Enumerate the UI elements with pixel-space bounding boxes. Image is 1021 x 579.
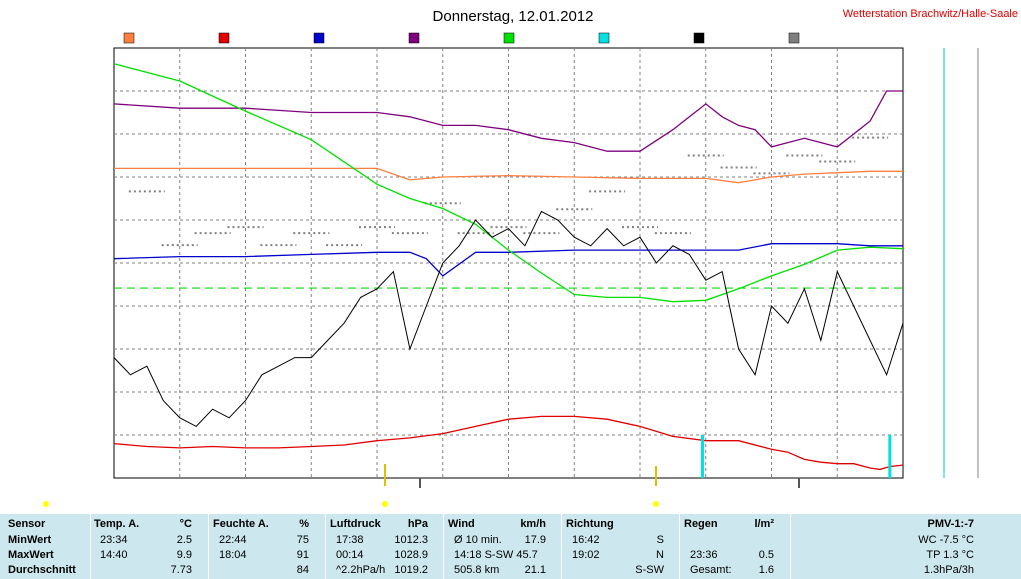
series-layer <box>113 63 904 478</box>
station-name: Wetterstation Brachwitz/Halle-Saale <box>843 8 1018 20</box>
direction-time: 16:42 <box>572 534 600 546</box>
temp-value: 2.5 <box>176 534 192 546</box>
grid <box>113 47 904 479</box>
column-unit: km/h <box>520 518 546 530</box>
row-label: Durchschnitt <box>8 564 76 576</box>
sun-icon <box>382 501 388 507</box>
pressure-time: 00:14 <box>336 549 364 561</box>
column-header: Sensor <box>8 518 46 530</box>
temp-time: 14:40 <box>100 549 128 561</box>
pressure-time: ^2.2hPa/h <box>336 564 386 576</box>
legend-swatch-feuchte_i <box>313 32 325 44</box>
temp-value: 7.73 <box>170 564 192 576</box>
stats-table: Sensor Temp. A. °C Feuchte A.% Luftdruck hPa W… <box>0 514 1021 579</box>
pmv-value: WC -7.5 °C <box>918 534 974 546</box>
column-header: Temp. A. <box>94 518 140 530</box>
sun-icon <box>653 501 659 507</box>
series-line-feuchte_i <box>113 243 903 277</box>
series-line-wind <box>113 210 904 428</box>
series-line-feuchte_a <box>113 90 903 152</box>
wind-value: 21.1 <box>524 564 546 576</box>
legend <box>123 32 800 44</box>
column-unit: hPa <box>407 518 428 530</box>
column-separator <box>90 514 91 579</box>
column-header: Wind <box>448 518 475 530</box>
humidity-value: 75 <box>296 534 309 546</box>
series-line-temp_i <box>114 167 903 184</box>
rain-value: 0.5 <box>758 549 774 561</box>
wind-info: 14:18 S-SW 45.7 <box>454 549 538 561</box>
wind-info: Ø 10 min. <box>454 534 502 546</box>
temp-time: 23:34 <box>100 534 128 546</box>
column-unit: l/m² <box>754 518 774 530</box>
column-header: PMV-1:-7 <box>927 518 974 530</box>
legend-swatch-richtung <box>788 32 800 44</box>
axes-layer <box>43 48 979 507</box>
legend-swatch-luftdruck <box>503 32 515 44</box>
column-separator <box>443 514 444 579</box>
humidity-time: 22:44 <box>219 534 247 546</box>
wind-value: 17.9 <box>524 534 546 546</box>
direction-time: 19:02 <box>572 549 600 561</box>
column-unit: % <box>299 518 309 530</box>
pressure-time: 17:38 <box>336 534 364 546</box>
sun-icon <box>43 501 49 507</box>
column-header: Luftdruck <box>330 518 381 530</box>
legend-swatch-feuchte_a <box>408 32 420 44</box>
series-line-temp_a <box>113 415 904 471</box>
rain-bar <box>700 435 704 478</box>
plot-area <box>113 47 904 479</box>
temp-value: 9.9 <box>176 549 192 561</box>
rain-time: Gesamt: <box>690 564 732 576</box>
pmv-value: TP 1.3 °C <box>926 549 974 561</box>
column-separator <box>325 514 326 579</box>
column-unit: °C <box>179 518 192 530</box>
humidity-value: 91 <box>296 549 309 561</box>
row-label: MinWert <box>8 534 52 546</box>
direction-value: N <box>656 549 664 561</box>
column-separator <box>679 514 680 579</box>
direction-value: S-SW <box>635 564 664 576</box>
legend-swatch-regen <box>598 32 610 44</box>
column-separator <box>208 514 209 579</box>
pressure-value: 1019.2 <box>394 564 428 576</box>
legend-swatch-temp_i <box>123 32 135 44</box>
chart-title: Donnerstag, 12.01.2012 <box>433 8 594 25</box>
column-header: Feuchte A. <box>213 518 269 530</box>
rain-value: 1.6 <box>758 564 774 576</box>
pressure-value: 1028.9 <box>394 549 428 561</box>
direction-value: S <box>656 534 664 546</box>
column-header: Richtung <box>566 518 614 530</box>
column-header: Regen <box>684 518 718 530</box>
rain-bar <box>888 435 892 478</box>
wind-info: 505.8 km <box>454 564 500 576</box>
column-separator <box>561 514 562 579</box>
row-label: MaxWert <box>8 549 54 561</box>
legend-swatch-temp_a <box>218 32 230 44</box>
legend-swatch-wind <box>693 32 705 44</box>
column-separator <box>790 514 791 579</box>
humidity-value: 84 <box>296 564 309 576</box>
humidity-time: 18:04 <box>219 549 247 561</box>
pmv-value: 1.3hPa/3h <box>923 564 974 576</box>
pressure-value: 1012.3 <box>394 534 428 546</box>
series-line-luftdruck <box>113 63 904 303</box>
rain-time: 23:36 <box>690 549 718 561</box>
weather-chart: Donnerstag, 12.01.2012 Wetterstation Bra… <box>43 8 1018 507</box>
